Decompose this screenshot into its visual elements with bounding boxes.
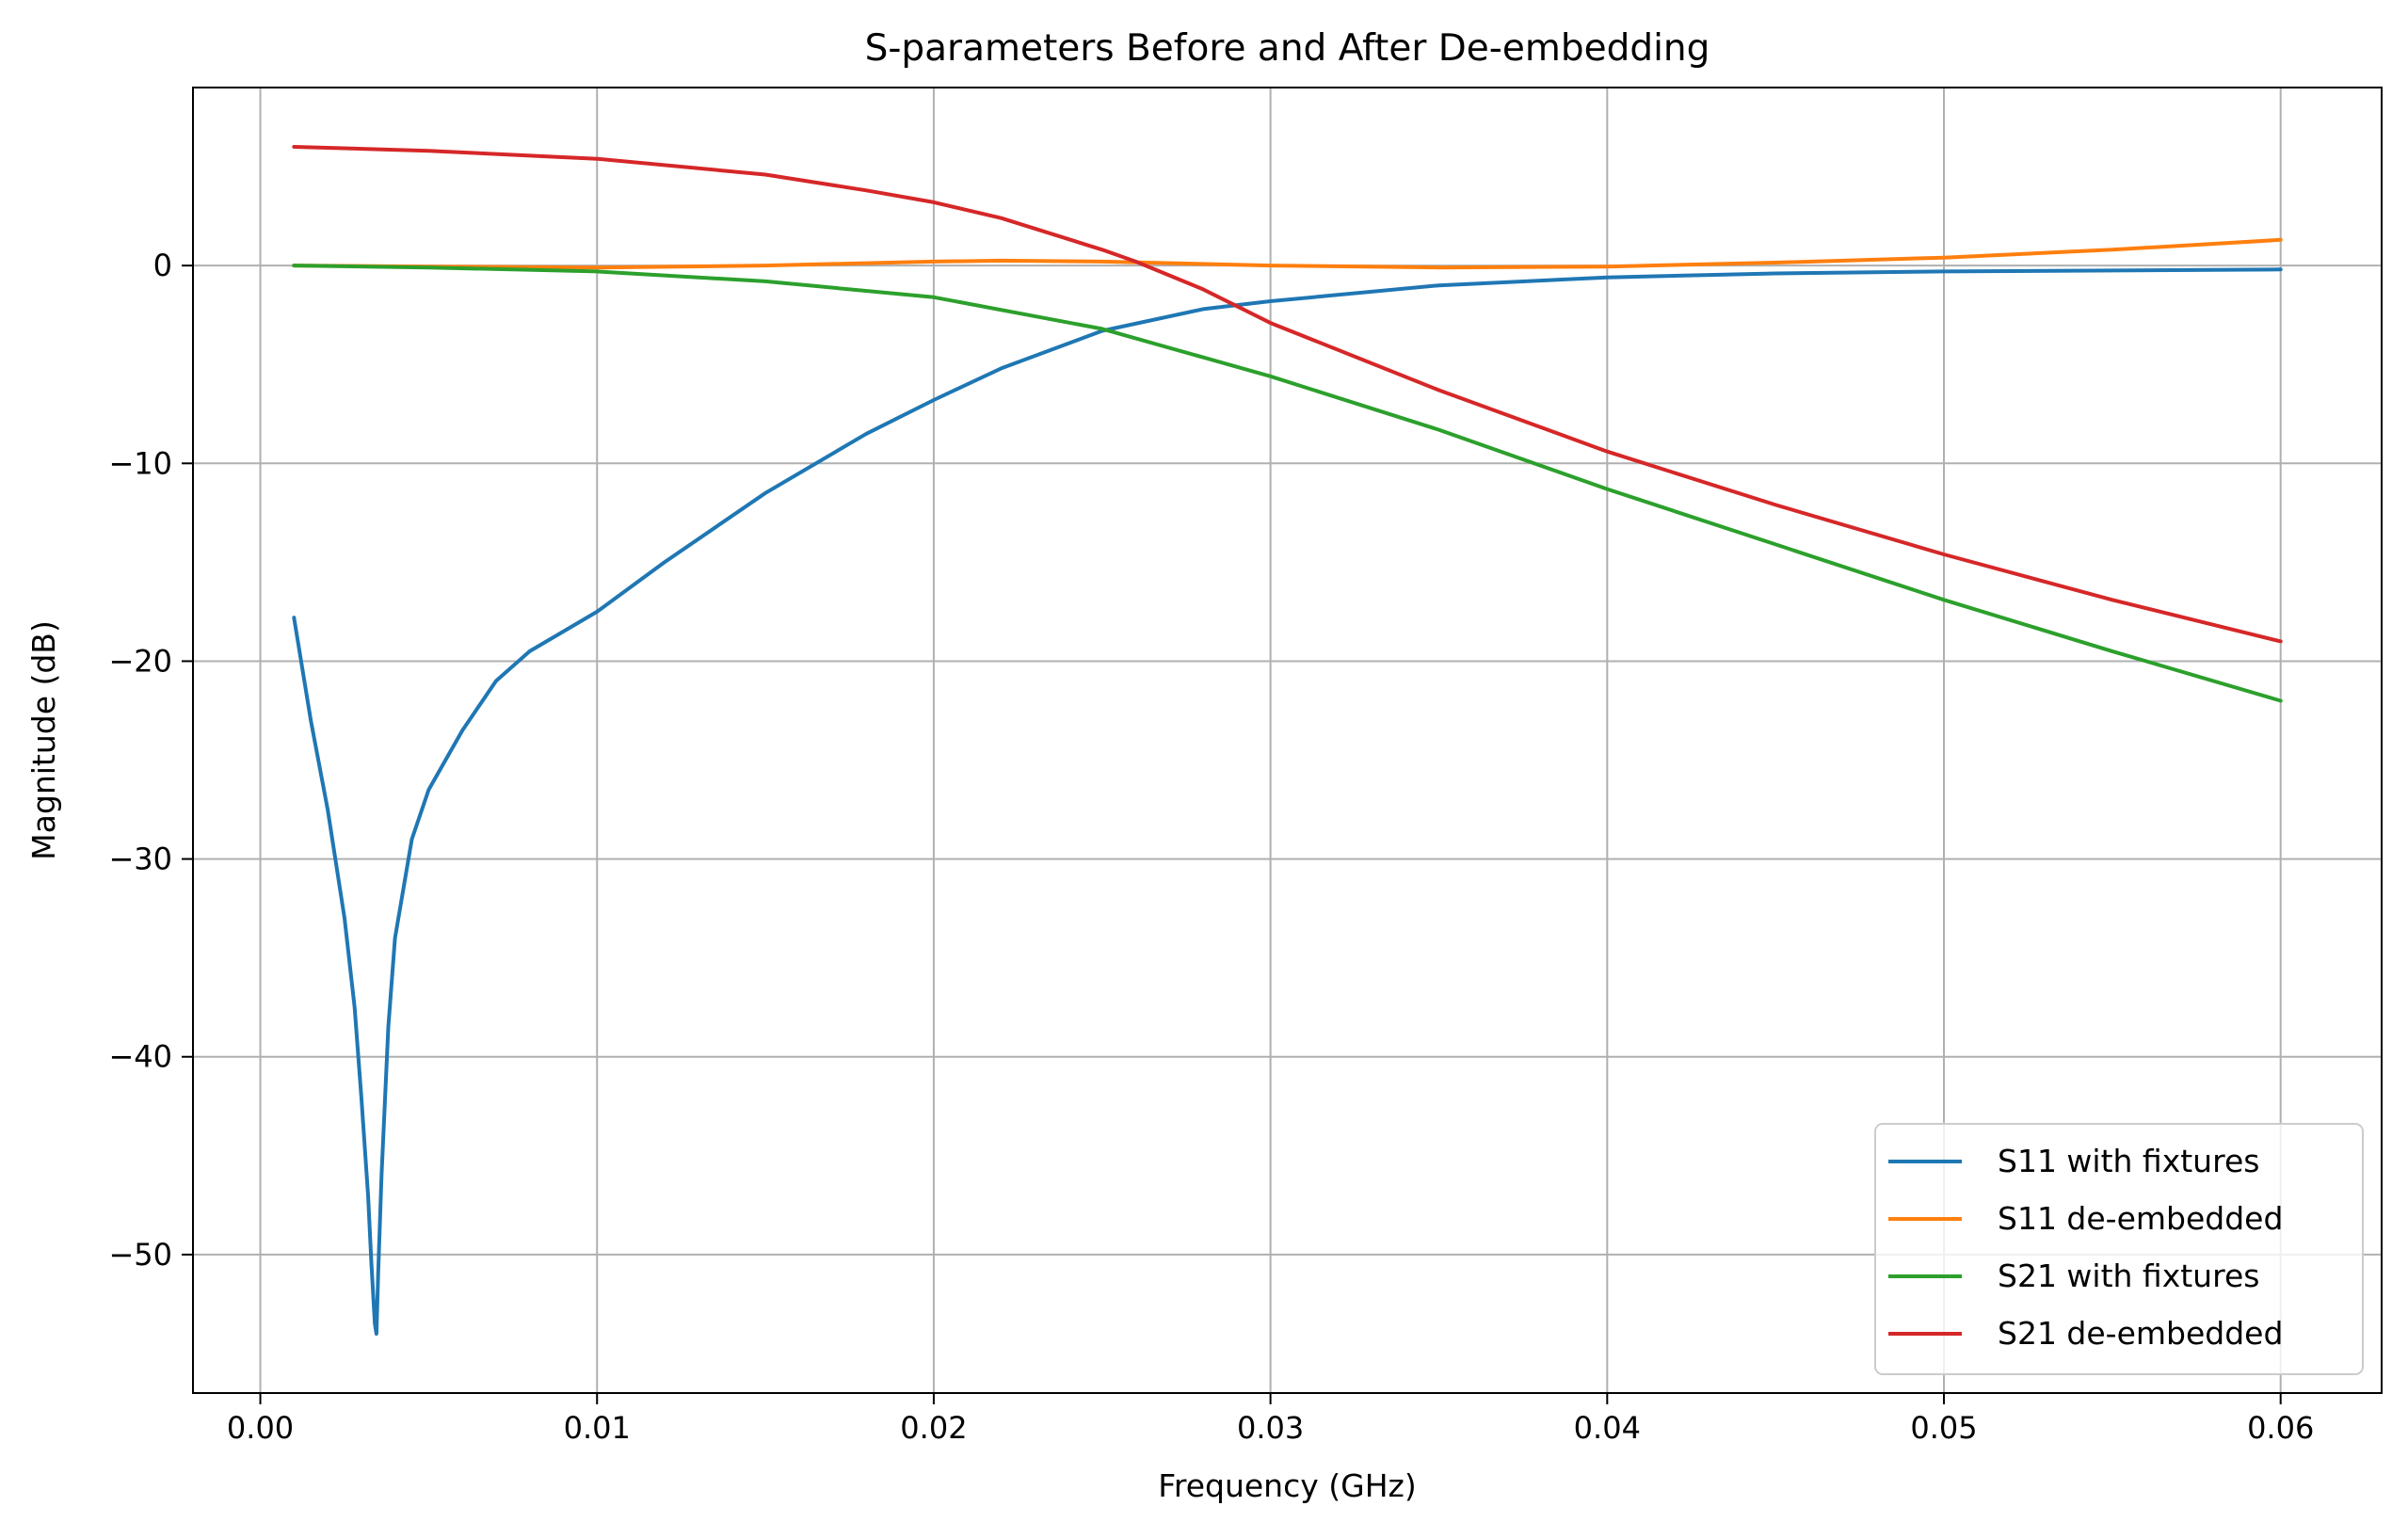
x-axis-label: Frequency (GHz) [1158, 1467, 1416, 1504]
y-tick-label: −20 [108, 643, 172, 679]
y-tick-label: −10 [108, 445, 172, 481]
x-tick-label: 0.02 [900, 1410, 967, 1446]
x-tick-label: 0.06 [2247, 1410, 2314, 1446]
series-layer [292, 145, 2283, 1336]
x-tick-label: 0.04 [1574, 1410, 1641, 1446]
y-tick-label: −50 [108, 1237, 172, 1273]
y-tick-label: −40 [108, 1039, 172, 1075]
legend: S11 with fixtures S11 de-embedded S21 with… [1874, 1123, 2364, 1375]
chart-title: S-parameters Before and After De-embeddi… [865, 27, 1710, 70]
series-line-4 [292, 145, 2283, 644]
legend-box [1874, 1123, 2364, 1375]
x-tick-label: 0.05 [1910, 1410, 1977, 1446]
plot-frame [192, 87, 2383, 1394]
legend-label-3: S21 with fixtures [1998, 1258, 2259, 1294]
tick-layer: 0.00 0.01 0.02 0.03 0.04 0.05 0.06 0 −10 −20 −30 −4… [108, 248, 2314, 1446]
legend-label-4: S21 de-embedded [1998, 1315, 2283, 1352]
y-tick-label: −30 [108, 841, 172, 877]
x-tick-label: 0.03 [1237, 1410, 1304, 1446]
x-tick-label: 0.01 [564, 1410, 631, 1446]
y-tick-label: 0 [153, 248, 172, 283]
series-line-3 [292, 264, 2283, 703]
x-tick-label: 0.00 [227, 1410, 294, 1446]
legend-label-1: S11 with fixtures [1998, 1143, 2259, 1179]
y-axis-label: Magnitude (dB) [25, 620, 62, 860]
legend-label-2: S11 de-embedded [1998, 1200, 2283, 1237]
series-line-1 [292, 267, 2283, 1336]
series-line-2 [292, 237, 2283, 270]
